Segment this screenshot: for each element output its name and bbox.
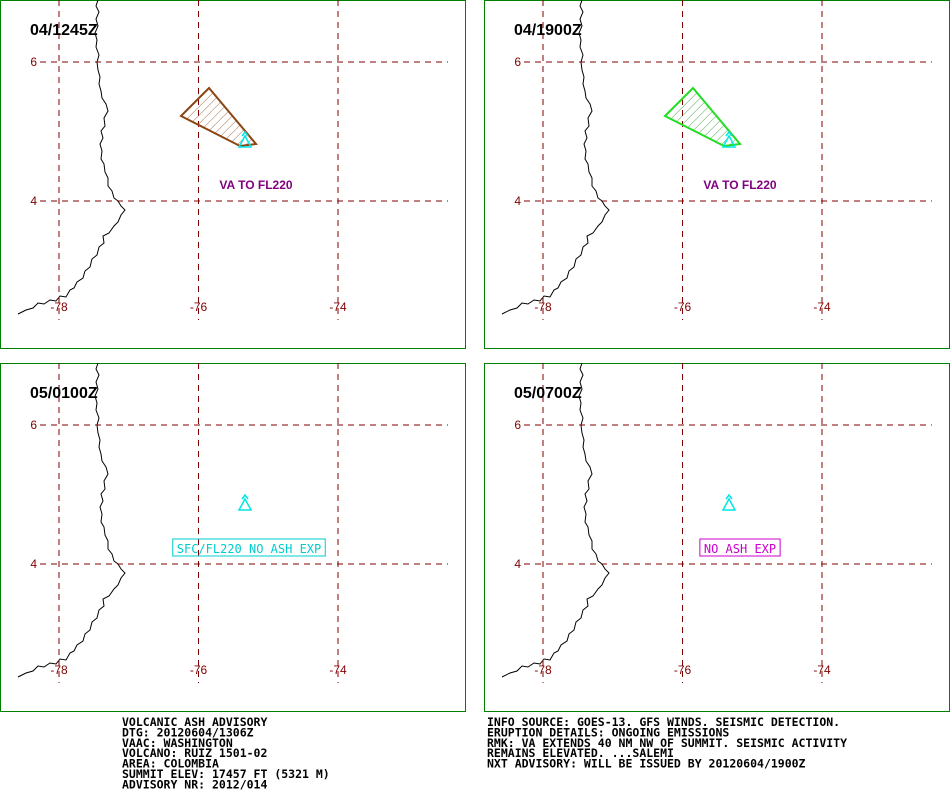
lat-label: 6	[30, 55, 37, 69]
lon-label: -78	[50, 300, 68, 314]
lon-label: -74	[813, 300, 831, 314]
advisory-line: SUMMIT ELEV: 17457 FT (5321 M)	[122, 767, 330, 781]
lon-label: -76	[190, 300, 208, 314]
ash-annotation: SFC/FL220 NO ASH EXP	[177, 542, 322, 556]
advisory-line: VOLCANO: RUIZ 1501-02	[122, 746, 267, 760]
panels: -78 -76 -74 6 4 04/1245Z VA TO FL220 -78 -76 -74 6…	[0, 0, 950, 712]
lon-label: -74	[329, 663, 347, 677]
lon-label: -78	[50, 663, 68, 677]
map-panel: -78 -76 -74 6 4 04/1245Z VA TO FL220	[0, 0, 466, 349]
lon-label: -74	[813, 663, 831, 677]
lat-label: 6	[514, 55, 521, 69]
panel-frame	[484, 363, 950, 712]
lon-label: -76	[190, 663, 208, 677]
valid-time: 04/1245Z	[30, 22, 98, 39]
map-panel: -78 -76 -74 6 4 05/0100Z SFC/FL220 NO ASH EXP	[0, 362, 466, 712]
lat-label: 4	[514, 557, 521, 571]
advisory-line: ERUPTION DETAILS: ONGOING EMISSIONS	[487, 725, 729, 739]
valid-time: 05/0700Z	[514, 385, 582, 402]
ash-annotation: NO ASH EXP	[704, 542, 776, 556]
lon-label: -78	[534, 300, 552, 314]
lon-label: -78	[534, 663, 552, 677]
lat-label: 6	[30, 418, 37, 432]
advisory-line: DTG: 20120604/1306Z	[122, 725, 254, 739]
advisory-line: AREA: COLOMBIA	[122, 757, 219, 771]
ash-polygon	[179, 86, 258, 148]
panel-frame	[0, 363, 466, 712]
lat-label: 4	[30, 194, 37, 208]
lon-label: -74	[329, 300, 347, 314]
ash-polygon	[663, 86, 742, 148]
ash-annotation: VA TO FL220	[703, 178, 776, 192]
advisory-line: REMAINS ELEVATED. ...SALEMI	[487, 746, 674, 760]
advisory-line: ADVISORY NR: 2012/014	[122, 777, 267, 791]
panel-frame	[484, 0, 950, 349]
lon-label: -76	[674, 300, 692, 314]
annotation-box	[699, 538, 781, 557]
map-panel: -78 -76 -74 6 4 04/1900Z VA TO FL220	[484, 0, 950, 349]
advisory-line: RMK: VA EXTENDS 40 NM NW OF SUMMIT. SEIS…	[487, 736, 847, 750]
lat-label: 4	[514, 194, 521, 208]
lat-label: 6	[514, 418, 521, 432]
advisory-line: VOLCANIC ASH ADVISORY	[122, 715, 267, 729]
valid-time: 05/0100Z	[30, 385, 98, 402]
advisory-line: NXT ADVISORY: WILL BE ISSUED BY 20120604…	[487, 757, 806, 771]
ash-annotation: VA TO FL220	[219, 178, 292, 192]
lat-label: 4	[30, 557, 37, 571]
panel-frame	[0, 0, 466, 349]
advisory-line: VAAC: WASHINGTON	[122, 736, 233, 750]
lon-label: -76	[674, 663, 692, 677]
valid-time: 04/1900Z	[514, 22, 582, 39]
annotation-box	[172, 538, 326, 557]
advisory-line: INFO SOURCE: GOES-13. GFS WINDS. SEISMIC…	[487, 715, 840, 729]
map-panel: -78 -76 -74 6 4 05/0700Z NO ASH EXP	[484, 362, 950, 712]
